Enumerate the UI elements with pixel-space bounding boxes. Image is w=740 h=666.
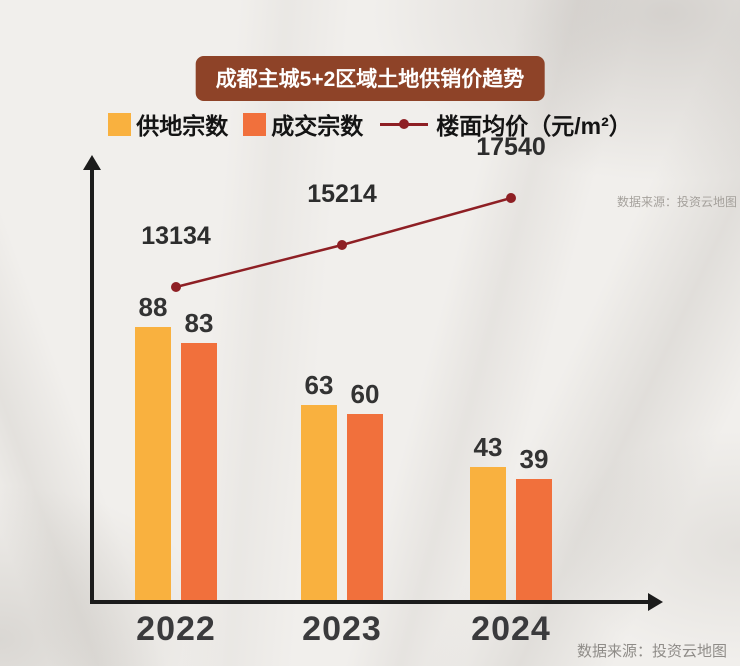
chart-title: 成都主城5+2区域土地供销价趋势 — [215, 68, 525, 91]
bar-sold-2023 — [347, 414, 383, 600]
price-value-2023: 15214 — [307, 180, 377, 208]
legend-line-dot-icon — [399, 119, 410, 129]
chart-title-badge: 成都主城5+2区域土地供销价趋势 — [195, 56, 545, 101]
bar-value-sold-2022: 83 — [184, 308, 214, 338]
bar-supply-2022 — [135, 327, 171, 600]
chart-legend: 供地宗数 成交宗数 楼面均价（元/m²） — [0, 107, 740, 141]
price-point-2024 — [506, 193, 516, 203]
y-axis-arrow-icon — [83, 155, 101, 170]
y-axis — [90, 170, 94, 604]
bar-value-supply-2022: 88 — [138, 292, 168, 322]
legend-label-supply: 供地宗数 — [136, 113, 229, 139]
legend-line-marker-icon — [380, 119, 429, 129]
bar-supply-2023 — [301, 405, 337, 600]
data-source-note: 数据来源：投资云地图 — [576, 643, 727, 660]
bar-value-supply-2024: 43 — [473, 432, 503, 462]
price-value-2022: 13134 — [141, 222, 211, 250]
legend-label-price: 楼面均价（元/m²） — [436, 113, 632, 139]
price-value-2024: 17540 — [476, 133, 546, 161]
legend-swatch-supply — [108, 112, 132, 136]
bar-sold-2024 — [516, 479, 552, 600]
legend-label-sold: 成交宗数 — [271, 113, 364, 139]
bar-sold-2022 — [181, 343, 217, 600]
price-point-2023 — [337, 240, 347, 250]
x-axis — [90, 600, 650, 604]
legend-swatch-sold — [243, 112, 267, 136]
bar-value-supply-2023: 63 — [304, 370, 334, 400]
bar-value-sold-2023: 60 — [350, 379, 380, 409]
bar-value-sold-2024: 39 — [519, 444, 549, 474]
x-axis-arrow-icon — [648, 593, 663, 611]
bar-supply-2024 — [470, 467, 506, 600]
watermark-source-note: 数据来源：投资云地图 — [616, 195, 737, 209]
x-tick-2023: 2023 — [302, 610, 382, 648]
x-tick-2024: 2024 — [471, 610, 551, 648]
price-point-2022 — [171, 282, 181, 292]
x-tick-2022: 2022 — [136, 610, 216, 648]
